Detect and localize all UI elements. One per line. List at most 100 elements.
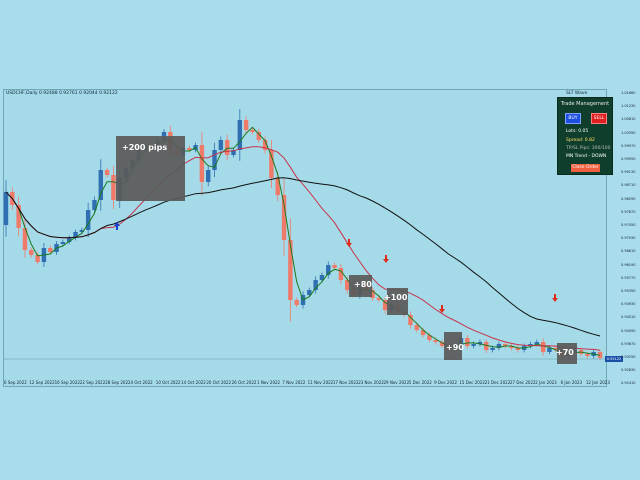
- candle-body: [199, 145, 205, 182]
- candle-body: [382, 300, 388, 310]
- candle-body: [3, 192, 9, 225]
- candle-body: [60, 242, 66, 244]
- price-tick-label: 1.00810: [621, 117, 636, 122]
- candle-body: [503, 344, 508, 346]
- candle-body: [515, 348, 521, 350]
- ea-label: SLT Wave: [566, 91, 588, 96]
- pip-label-200: +200 pips: [122, 143, 168, 152]
- candle-body: [332, 265, 337, 268]
- date-tick-label: 15 Dec 2022: [459, 380, 485, 385]
- candle-body: [288, 240, 293, 300]
- date-tick-label: 6 Jan 2023: [560, 380, 583, 385]
- candle-body: [111, 175, 116, 200]
- candle-body: [262, 140, 268, 150]
- current-price-label: 0.92122: [605, 356, 623, 362]
- candle-body: [275, 178, 280, 195]
- date-tick-label: 23 Nov 2022: [358, 380, 384, 385]
- close-order-button[interactable]: Close Order: [571, 164, 600, 172]
- pip-box-200: [116, 136, 185, 201]
- price-tick-label: 0.94090: [621, 328, 636, 333]
- date-tick-label: 27 Dec 2022: [510, 380, 536, 385]
- price-tick-label: 0.95770: [621, 275, 636, 280]
- date-tick-label: 4 Oct 2022: [130, 380, 153, 385]
- panel-title: Trade Management: [560, 101, 610, 107]
- buy-button[interactable]: BUY: [565, 113, 581, 124]
- sell-button[interactable]: SELL: [591, 113, 607, 124]
- sell-signal-arrow: [383, 255, 389, 263]
- price-tick-label: 0.97450: [621, 223, 636, 227]
- date-tick-label: 6 Sep 2022: [4, 380, 27, 385]
- candle-body: [433, 340, 438, 342]
- price-tick-label: 0.92830: [621, 368, 636, 373]
- candle-body: [307, 290, 312, 295]
- price-tick-label: 0.98710: [621, 183, 636, 188]
- candle-body: [313, 280, 318, 290]
- candle-body: [496, 344, 502, 348]
- pip-label-70: +70: [556, 348, 574, 357]
- slow-moving-average: [5, 177, 601, 337]
- pip-box-100: [387, 288, 408, 315]
- trend-value: MN Trend - DOWN: [566, 154, 607, 159]
- candle-body: [79, 230, 85, 232]
- candle-body: [477, 342, 483, 344]
- candle-body: [73, 232, 78, 238]
- date-tick-label: 9 Dec 2022: [434, 380, 458, 385]
- price-tick-label: 0.99550: [621, 157, 636, 161]
- price-tick-label: 0.92410: [621, 381, 636, 386]
- date-tick-label: 7 Nov 2022: [282, 380, 306, 385]
- candle-body: [528, 344, 533, 346]
- candle-body: [490, 348, 495, 350]
- candle-body: [319, 275, 325, 280]
- spread-value: Spread: 0.82: [566, 138, 595, 143]
- buy-signal-arrow: [114, 222, 120, 230]
- date-tick-label: 29 Nov 2022: [383, 380, 410, 385]
- date-tick-label: 14 Oct 2022: [181, 380, 206, 385]
- candle-body: [212, 150, 217, 170]
- price-tick-label: 0.97030: [621, 236, 636, 241]
- date-tick-label: 12 Jan 2023: [585, 380, 610, 385]
- candle-body: [547, 348, 552, 352]
- tpsl-value: TP/SL Pips: 300/100: [566, 146, 611, 151]
- candle-body: [509, 346, 514, 348]
- price-tick-label: 0.99130: [621, 170, 636, 175]
- lots-value: Lots: 0.05: [566, 129, 589, 134]
- date-tick-label: 2 Jan 2023: [535, 380, 557, 385]
- candle-body: [224, 140, 230, 155]
- candle-body: [534, 342, 540, 344]
- candle-body: [281, 195, 287, 240]
- candle-body: [35, 255, 40, 262]
- date-tick-label: 11 Nov 2022: [307, 380, 334, 385]
- candle-body: [370, 290, 375, 298]
- candle-body: [465, 338, 470, 346]
- chart-window[interactable]: [3, 89, 607, 387]
- candle-body: [22, 228, 28, 250]
- date-tick-label: 28 Sep 2022: [105, 380, 131, 385]
- candle-body: [237, 120, 243, 150]
- price-tick-label: 0.93250: [621, 355, 636, 359]
- candle-body: [338, 268, 344, 280]
- sell-signal-arrow: [552, 294, 558, 302]
- price-tick-label: 0.94510: [621, 315, 636, 320]
- candle-body: [16, 205, 21, 228]
- candle-body: [345, 280, 350, 290]
- candle-body: [104, 170, 110, 175]
- candle-body: [231, 150, 236, 155]
- candle-body: [414, 325, 419, 330]
- date-tick-label: 21 Dec 2022: [484, 380, 511, 385]
- candle-body: [326, 265, 331, 275]
- price-tick-label: 1.00390: [621, 130, 636, 135]
- candle-body: [420, 330, 426, 335]
- candle-body: [553, 348, 558, 350]
- candle-body: [294, 300, 299, 305]
- candle-body: [250, 130, 255, 132]
- candle-body: [243, 120, 249, 130]
- trade-management-panel: Trade Management BUY SELL Lots: 0.05 Spr…: [557, 97, 613, 175]
- candle-body: [29, 250, 34, 255]
- symbol-info: USDCHF,Daily 0.92488 0.92761 0.92044 0.9…: [6, 91, 118, 96]
- price-tick-label: 1.01230: [621, 104, 636, 109]
- candle-body: [439, 342, 445, 346]
- candle-body: [92, 200, 97, 210]
- date-tick-label: 16 Sep 2022: [54, 380, 80, 385]
- candle-body: [484, 342, 489, 350]
